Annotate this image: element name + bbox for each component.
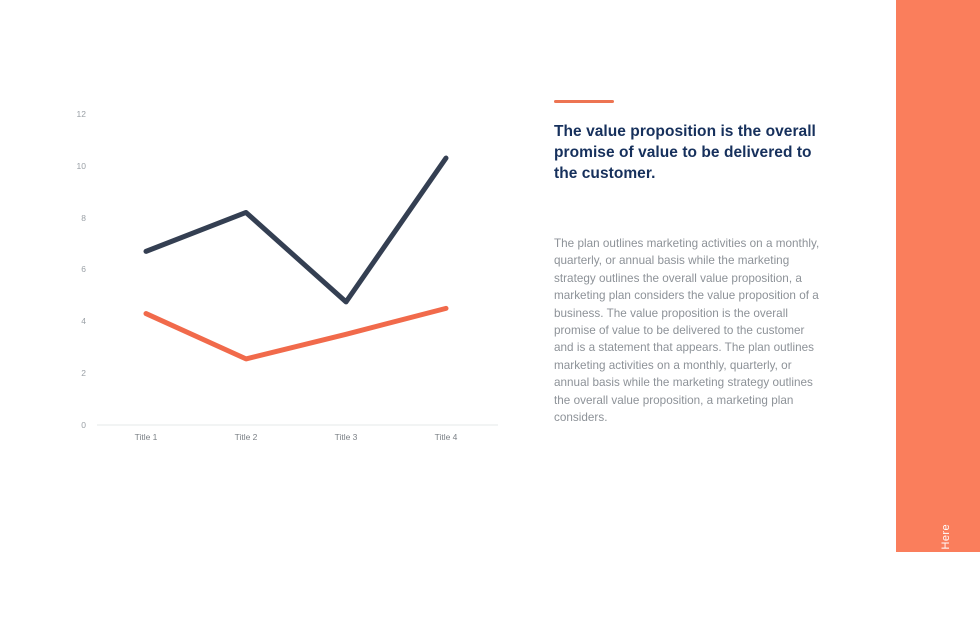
- y-tick-label: 0: [81, 420, 86, 430]
- x-tick-label: Title 1: [135, 432, 158, 442]
- y-tick-label: 2: [81, 368, 86, 378]
- series-line-2: [143, 305, 449, 362]
- y-tick-label: 12: [77, 109, 87, 119]
- accent-rule: [554, 100, 614, 103]
- x-axis-ticks: Title 1 Title 2 Title 3 Title 4: [135, 432, 458, 442]
- chart-svg: 12 10 8 6 4 2 0 Title 1 Title 2 Title 3 …: [77, 109, 498, 442]
- line-chart: 12 10 8 6 4 2 0 Title 1 Title 2 Title 3 …: [0, 0, 520, 552]
- y-tick-label: 6: [81, 264, 86, 274]
- side-rail-label: Write Something Here: [940, 524, 952, 640]
- body-paragraph: The plan outlines marketing activities o…: [554, 237, 820, 425]
- y-axis-ticks: 12 10 8 6 4 2 0: [77, 109, 87, 430]
- x-tick-label: Title 4: [435, 432, 458, 442]
- side-rail: Write Something Here: [896, 0, 980, 640]
- y-tick-label: 10: [77, 161, 87, 171]
- x-tick-label: Title 2: [235, 432, 258, 442]
- y-tick-label: 8: [81, 213, 86, 223]
- y-tick-label: 4: [81, 316, 86, 326]
- page-title: The value proposition is the overall pro…: [554, 123, 816, 182]
- series-line-1: [143, 155, 449, 305]
- text-column: The value proposition is the overall pro…: [554, 100, 822, 426]
- x-tick-label: Title 3: [335, 432, 358, 442]
